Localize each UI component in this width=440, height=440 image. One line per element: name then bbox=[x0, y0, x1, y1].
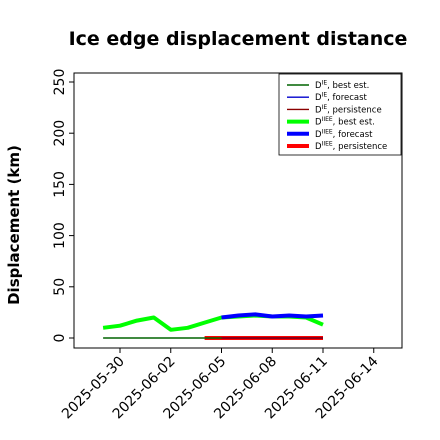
legend-entry-label: DIIEE, forecast bbox=[315, 128, 373, 140]
series-layer bbox=[102, 312, 324, 340]
y-tick-label: 250 bbox=[52, 69, 68, 96]
plot-frame bbox=[73, 72, 403, 349]
chart-title: Ice edge displacement distance bbox=[69, 28, 408, 50]
series-line bbox=[102, 313, 324, 332]
legend-box bbox=[278, 73, 402, 156]
y-axis-label: Displacement (km) bbox=[5, 145, 23, 305]
y-axis-ticks: 0 50 100 150 200 250 bbox=[52, 69, 74, 343]
y-tick-label: 0 bbox=[52, 334, 68, 343]
y-tick-label: 50 bbox=[52, 278, 68, 296]
legend-entry-label: DIE, persistence bbox=[315, 104, 382, 116]
y-tick-label: 150 bbox=[52, 171, 68, 198]
legend-entry-label: DIE, forecast bbox=[315, 92, 368, 104]
y-tick-label: 200 bbox=[52, 120, 68, 147]
legend-entry-label: DIE, best est. bbox=[315, 80, 369, 92]
legend-entry-label: DIIEE, best est. bbox=[315, 116, 375, 128]
x-axis-ticks: 2025-05-302025-06-022025-06-052025-06-08… bbox=[59, 348, 382, 422]
series-line bbox=[221, 312, 324, 320]
legend-entry-label: DIIEE, persistence bbox=[315, 141, 387, 153]
y-tick-label: 100 bbox=[52, 222, 68, 249]
